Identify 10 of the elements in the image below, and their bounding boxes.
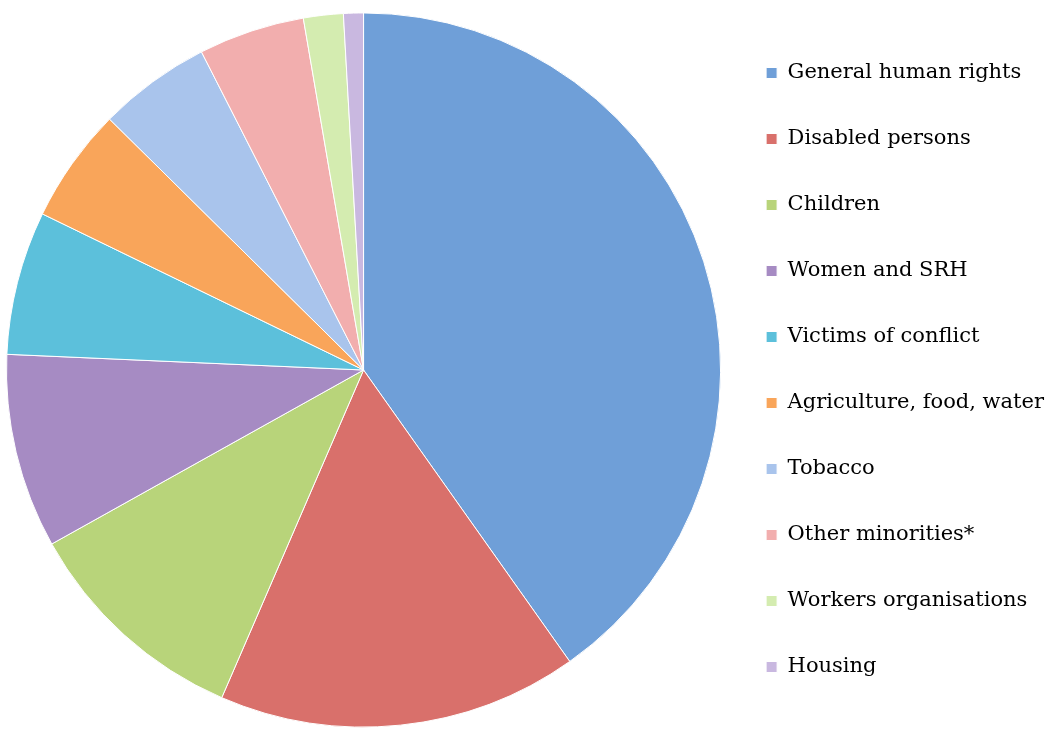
legend-label: Other minorities* — [787, 521, 975, 546]
legend-label: Disabled persons — [787, 125, 971, 150]
legend-label: Agriculture, food, water — [786, 389, 1045, 414]
legend-label: Tobacco — [787, 455, 875, 480]
legend-label: Workers organisations — [787, 587, 1028, 612]
legend-label: Children — [787, 191, 881, 216]
legend-label: General human rights — [787, 59, 1022, 84]
legend-label: Victims of conflict — [786, 323, 980, 348]
legend-label: Women and SRH — [787, 257, 968, 282]
legend-label: Housing — [787, 653, 877, 678]
